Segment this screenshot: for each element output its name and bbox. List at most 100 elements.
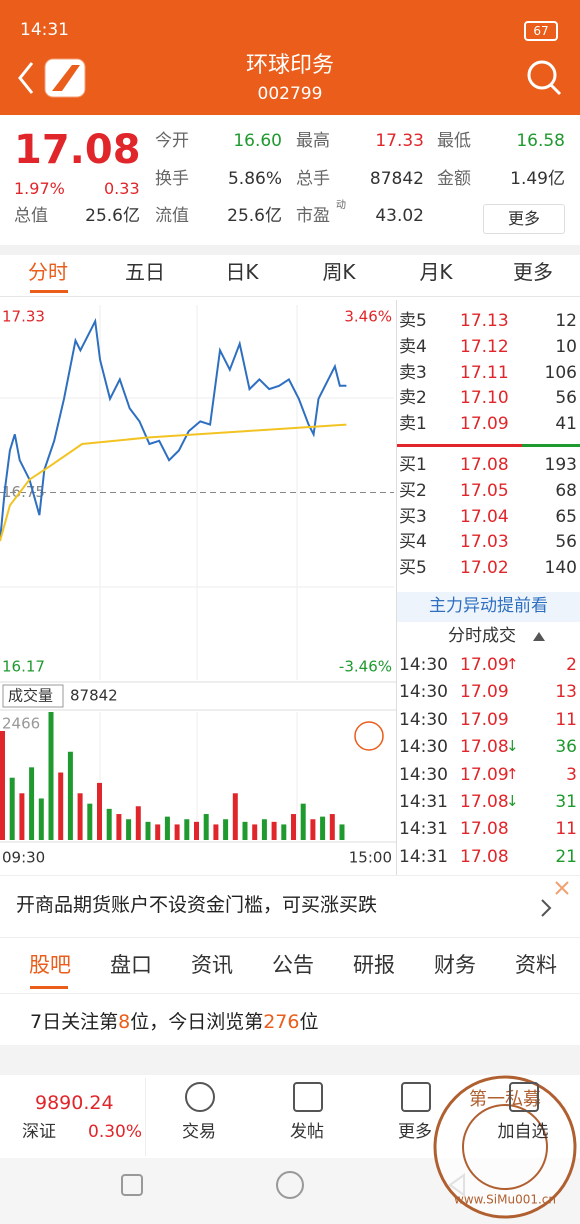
volume-bar <box>174 824 180 840</box>
logo-mark <box>52 65 80 91</box>
ad-banner[interactable] <box>0 875 580 938</box>
divider <box>0 245 580 255</box>
search-button[interactable] <box>527 60 557 90</box>
bar-item[interactable]: 加自选 <box>497 1122 549 1142</box>
book-volume: 10 <box>555 336 577 357</box>
y-tick-label: 16.17 <box>2 658 45 676</box>
index-name: 深证 <box>22 1122 56 1142</box>
tab[interactable]: 月K <box>419 260 453 284</box>
trade-time: 14:31 <box>399 819 448 840</box>
volume-bar <box>252 824 258 840</box>
price-line <box>0 317 347 542</box>
tab[interactable]: 五日 <box>125 260 165 284</box>
more-button[interactable]: 更多 <box>483 204 565 234</box>
ad-icons <box>541 881 569 917</box>
y2-tick-label: -3.46% <box>339 658 392 676</box>
price-line <box>0 423 347 542</box>
book-label: 买1 <box>399 455 427 475</box>
volume-bar <box>155 824 161 840</box>
close[interactable] <box>555 881 569 895</box>
bar-item[interactable]: 发帖 <box>290 1122 324 1142</box>
book-label: 买4 <box>399 532 427 553</box>
trade-volume: 2 <box>566 655 577 675</box>
trade-price: 17.09 <box>460 764 509 785</box>
y-tick-label: 2466 <box>2 715 40 733</box>
field-value: 87842 <box>369 169 424 189</box>
search-handle <box>549 83 562 96</box>
bar-icon[interactable] <box>509 1082 539 1112</box>
volume-label-box <box>2 684 64 708</box>
bottom-tab[interactable]: 财务 <box>434 953 476 977</box>
field-value: 1.49亿 <box>510 169 565 189</box>
rank-part: 276 <box>263 1011 300 1033</box>
volume-bar <box>48 712 54 840</box>
recent-button[interactable] <box>121 1174 143 1196</box>
trade-price: 17.09 <box>460 709 509 730</box>
volume-bar <box>291 814 296 840</box>
field-label: 换手 <box>155 169 189 189</box>
divider <box>0 1045 580 1075</box>
rank-text: 7日关注第8位，今日浏览第276位 <box>30 1013 318 1032</box>
volume-bar <box>0 730 5 840</box>
link[interactable]: 主力异动提前看 <box>429 596 548 616</box>
bar-icon[interactable] <box>293 1082 323 1112</box>
book-price: 17.02 <box>460 558 509 579</box>
bar-divider <box>145 1078 146 1156</box>
book-price: 17.03 <box>460 532 509 553</box>
divider <box>0 937 580 938</box>
field-value: 43.02 <box>375 206 424 226</box>
bottom-tab[interactable]: 研报 <box>353 953 395 977</box>
volume-bar <box>97 782 102 840</box>
field-value: 25.6亿 <box>227 206 282 226</box>
bar-icon[interactable] <box>185 1082 215 1112</box>
volume-bar <box>116 814 122 840</box>
bottom-tab[interactable]: 股吧 <box>29 953 71 977</box>
battery: 67 <box>524 21 558 41</box>
change-pct: 1.97% <box>14 179 65 198</box>
book-price: 17.11 <box>460 362 509 383</box>
watermark-url: www.SiMu001.cn <box>454 1193 556 1207</box>
tab[interactable]: 日K <box>225 260 259 284</box>
rank-part: 7日关注第 <box>30 1011 119 1033</box>
book-price: 17.08 <box>460 455 509 475</box>
expand-button[interactable] <box>354 721 384 751</box>
bar-item[interactable]: 交易 <box>182 1122 216 1142</box>
trade-volume: 31 <box>555 792 577 812</box>
bottom-tab[interactable]: 公告 <box>272 953 314 977</box>
sort-arrow <box>533 632 545 641</box>
volume-bar <box>77 793 83 840</box>
price: 17.08 <box>14 127 141 173</box>
volume-bar <box>339 824 345 840</box>
bar-item[interactable]: 更多 <box>398 1122 432 1142</box>
index-change: 0.30% <box>88 1122 143 1142</box>
volume-bar <box>87 803 93 840</box>
field-label: 今开 <box>155 131 189 151</box>
volume-bar <box>242 821 248 840</box>
book-sep-green <box>522 444 580 447</box>
trade-price: 17.09 <box>460 655 509 675</box>
y2-tick-label: 3.46% <box>344 308 392 326</box>
book-label: 卖1 <box>399 414 427 435</box>
bottom-tab[interactable]: 盘口 <box>110 953 152 977</box>
volume-bar <box>9 777 15 840</box>
back-button[interactable] <box>18 62 34 94</box>
trade-price: 17.08 <box>460 819 509 840</box>
index-value: 9890.24 <box>35 1092 114 1114</box>
tab[interactable]: 周K <box>322 260 356 284</box>
book-label: 卖3 <box>399 362 427 383</box>
trade-time: 14:30 <box>399 709 448 730</box>
volume-bar <box>29 767 35 840</box>
tab[interactable]: 分时 <box>28 260 68 284</box>
bottom-tab[interactable]: 资料 <box>515 953 557 977</box>
trade-time: 14:30 <box>399 764 448 785</box>
bottom-tab[interactable]: 资讯 <box>191 953 233 977</box>
bar-icon[interactable] <box>401 1082 431 1112</box>
volume-total: 87842 <box>70 687 118 705</box>
ad-text[interactable]: 开商品期货账户不设资金门槛，可买涨买跌 <box>16 894 378 916</box>
book-volume: 65 <box>555 506 577 527</box>
book-price: 17.05 <box>460 480 509 501</box>
book-label: 买5 <box>399 558 427 579</box>
home-button[interactable] <box>276 1171 304 1199</box>
watermark-ring <box>433 1075 577 1219</box>
tab[interactable]: 更多 <box>513 260 553 284</box>
